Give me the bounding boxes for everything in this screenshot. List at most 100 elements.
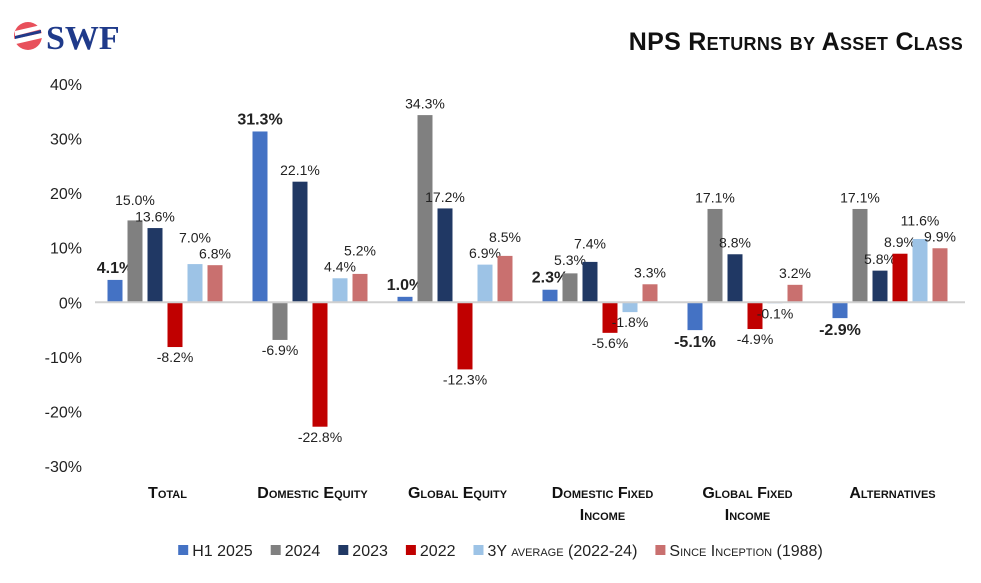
data-label: -2.9%	[819, 322, 861, 339]
data-label: -12.3%	[443, 372, 487, 388]
legend-label: 3Y average (2022-24)	[487, 543, 637, 560]
bar	[312, 302, 328, 427]
bar	[787, 284, 803, 303]
legend-label: Since Inception (1988)	[669, 543, 822, 560]
legend-swatch	[178, 545, 189, 555]
bar	[542, 289, 558, 303]
svg-text:SWF: SWF	[46, 20, 120, 57]
y-tick-label: 20%	[50, 186, 82, 203]
bar	[852, 208, 868, 303]
data-label: -5.6%	[592, 335, 629, 351]
category-label: Income	[580, 507, 625, 524]
data-label: -8.2%	[157, 349, 194, 365]
bar	[602, 302, 618, 333]
category-label: Domestic Equity	[257, 485, 368, 502]
bar	[832, 302, 848, 319]
bar	[252, 131, 268, 303]
bar	[187, 264, 203, 303]
bar	[272, 302, 288, 340]
data-label: -5.1%	[674, 334, 716, 351]
y-tick-label: 40%	[50, 77, 82, 94]
bar	[457, 302, 473, 370]
category-label: Alternatives	[849, 485, 935, 502]
legend-swatch	[405, 545, 416, 555]
data-label: 22.1%	[280, 162, 320, 178]
bar	[127, 220, 143, 303]
legend-swatch	[473, 545, 484, 555]
data-label: 15.0%	[115, 192, 155, 208]
data-label: -6.9%	[262, 342, 299, 358]
chart-title: NPS Returns by Asset Class	[628, 28, 963, 56]
data-label: 9.9%	[924, 229, 956, 245]
data-label: 31.3%	[237, 112, 282, 129]
legend-swatch	[270, 545, 281, 555]
y-tick-label: -30%	[45, 459, 82, 476]
bar	[622, 302, 638, 313]
bar	[707, 208, 723, 303]
bar	[497, 255, 513, 303]
category-label: Domestic Fixed	[552, 485, 654, 502]
data-label: -22.8%	[298, 429, 342, 445]
data-label: 17.1%	[840, 189, 880, 205]
legend-label: H1 2025	[192, 543, 253, 560]
bar	[167, 302, 183, 348]
bar	[747, 302, 763, 330]
data-label: 17.1%	[695, 189, 735, 205]
bar	[437, 208, 453, 303]
data-label: 7.0%	[179, 229, 211, 245]
data-label: 3.3%	[634, 265, 666, 281]
bar	[292, 181, 308, 303]
bar	[872, 270, 888, 303]
bar	[352, 273, 368, 303]
y-tick-label: 10%	[50, 241, 82, 258]
bar	[892, 253, 908, 303]
bar	[397, 296, 413, 303]
y-tick-label: 30%	[50, 132, 82, 149]
bar	[562, 273, 578, 303]
data-label: 6.8%	[199, 246, 231, 262]
bar	[727, 254, 743, 303]
category-label: Global Fixed	[702, 485, 792, 502]
bar	[932, 248, 948, 303]
data-label: 2.3%	[532, 270, 568, 287]
data-label: 5.2%	[344, 242, 376, 258]
category-label: Global Equity	[408, 485, 508, 502]
data-label: -4.9%	[737, 331, 774, 347]
data-label: -1.8%	[612, 314, 649, 330]
data-label: 8.5%	[489, 229, 521, 245]
data-label: 1.0%	[387, 277, 423, 294]
bar	[582, 261, 598, 303]
data-label: 13.6%	[135, 208, 175, 224]
data-label: 8.9%	[884, 234, 916, 250]
bar	[147, 228, 163, 303]
category-label: Income	[725, 507, 770, 524]
data-label: 34.3%	[405, 96, 445, 112]
data-label: -0.1%	[757, 305, 794, 321]
y-tick-label: -20%	[45, 404, 82, 421]
y-tick-label: -10%	[45, 350, 82, 367]
legend-label: 2023	[352, 543, 388, 560]
data-label: 8.8%	[719, 235, 751, 251]
data-label: 4.1%	[97, 260, 133, 277]
category-label: Total	[148, 485, 187, 502]
bar	[417, 115, 433, 303]
legend-label: 2024	[285, 543, 321, 560]
legend-label: 2022	[420, 543, 456, 560]
data-label: 7.4%	[574, 236, 606, 252]
data-label: 6.9%	[469, 245, 501, 261]
bar	[912, 238, 928, 303]
bar	[207, 265, 223, 303]
bar	[687, 302, 703, 331]
y-tick-label: 0%	[59, 295, 82, 312]
bar	[642, 284, 658, 303]
swf-logo: SWF	[6, 14, 146, 63]
bar	[477, 264, 493, 303]
data-label: 11.6%	[901, 212, 940, 228]
data-label: 17.2%	[425, 189, 465, 205]
bar	[107, 279, 123, 303]
data-label: 3.2%	[779, 265, 811, 281]
data-label: 5.3%	[554, 252, 586, 268]
legend-swatch	[338, 545, 349, 555]
